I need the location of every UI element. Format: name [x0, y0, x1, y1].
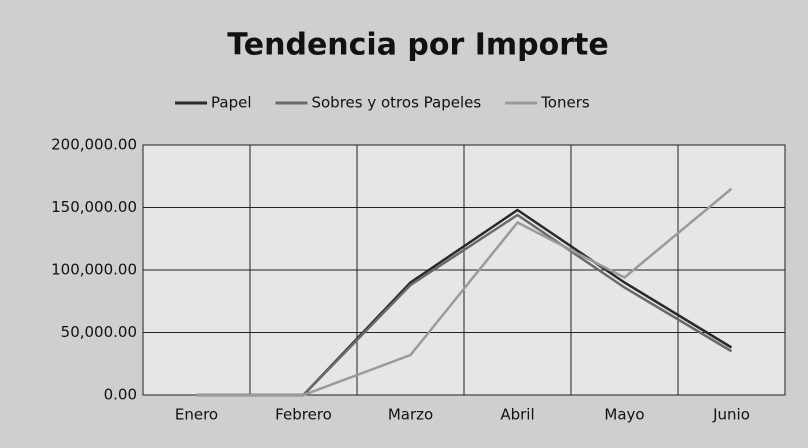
legend-label: Sobres y otros Papeles: [311, 94, 481, 112]
legend-label: Toners: [540, 94, 590, 112]
x-tick-label: Abril: [500, 406, 534, 424]
x-tick-label: Mayo: [604, 406, 644, 424]
x-tick-label: Junio: [712, 406, 750, 424]
y-tick-label: 0.00: [104, 386, 137, 404]
y-tick-label: 150,000.00: [51, 198, 137, 216]
x-tick-label: Febrero: [275, 406, 332, 424]
y-tick-label: 100,000.00: [51, 261, 137, 279]
series-line: [196, 187, 733, 397]
y-tick-label: 200,000.00: [51, 136, 137, 154]
legend-label: Papel: [211, 94, 251, 112]
chart-title: Tendencia por Importe: [227, 28, 608, 63]
x-tick-label: Marzo: [388, 406, 433, 424]
x-tick-label: Enero: [175, 406, 218, 424]
y-tick-label: 50,000.00: [61, 323, 137, 341]
